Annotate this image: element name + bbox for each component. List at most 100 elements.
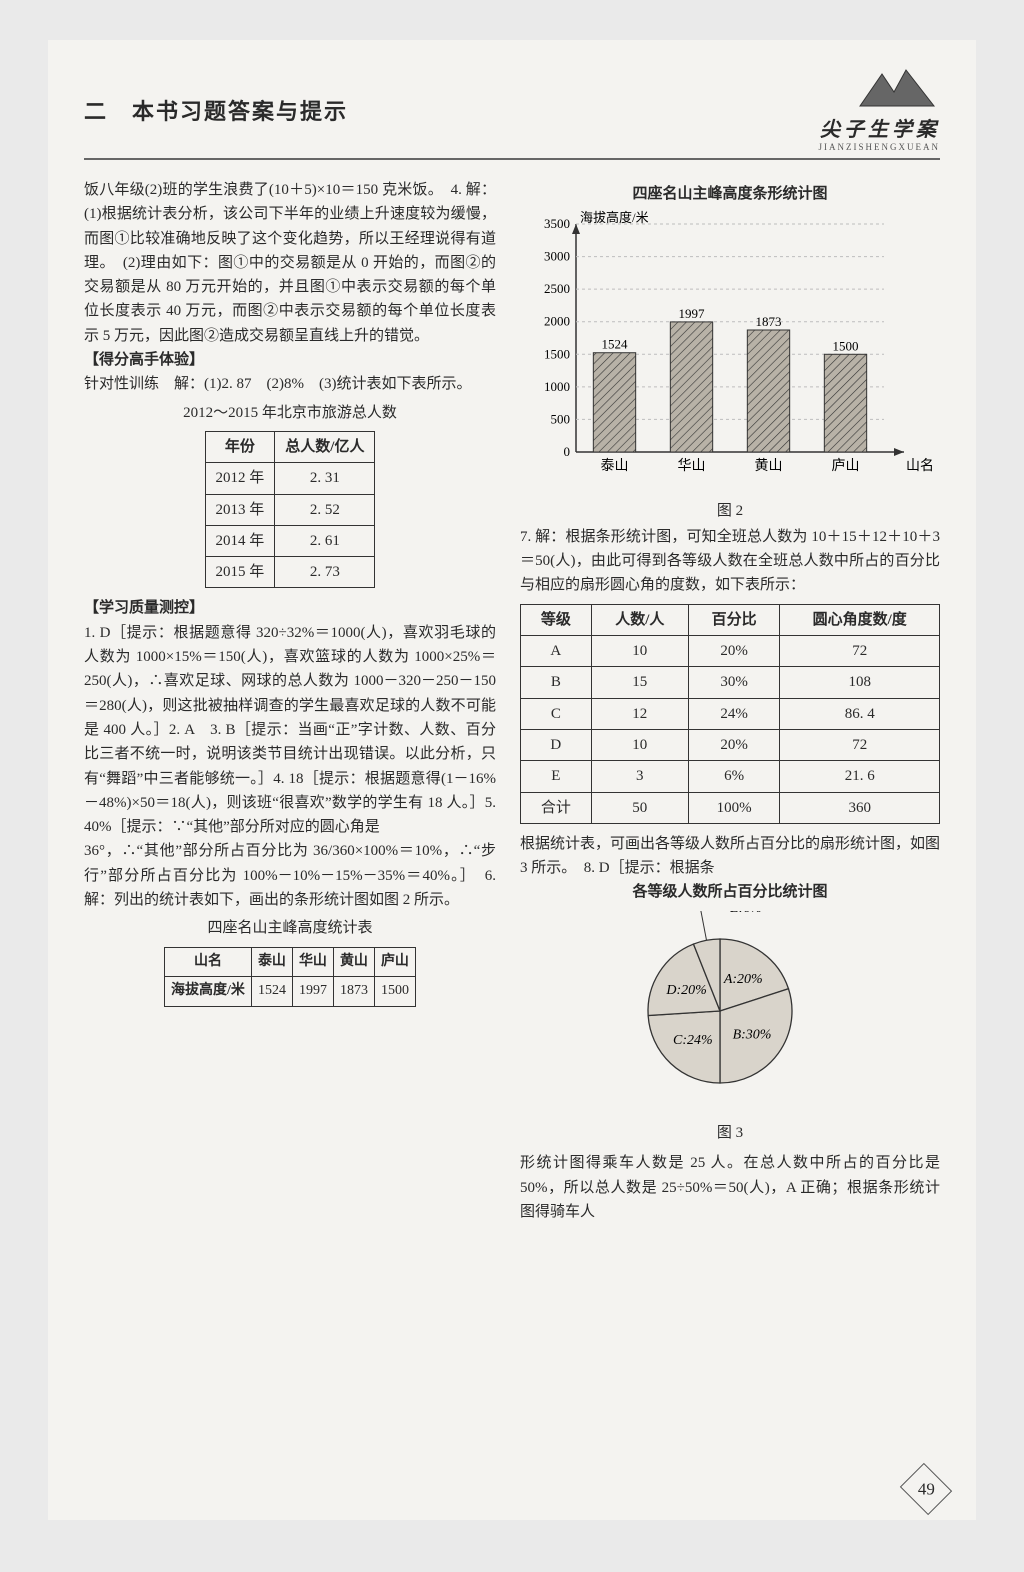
table-header: 山名 [165,947,252,977]
svg-text:1997: 1997 [679,306,706,321]
svg-text:庐山: 庐山 [832,458,860,474]
table-cell: 20% [688,729,779,760]
table-cell: 30% [688,667,779,698]
table-row: 山名 泰山 华山 黄山 庐山 [165,947,416,977]
mountain-icon [854,68,940,113]
table-row: 等级 人数/人 百分比 圆心角度数/度 [521,604,940,635]
table-cell: 2. 61 [275,525,375,556]
svg-text:D:20%: D:20% [665,983,706,998]
paragraph: 饭八年级(2)班的学生浪费了(10＋5)×10＝150 克米饭。 4. 解：(1… [84,178,496,348]
table-cell: 1997 [292,977,333,1007]
svg-text:黄山: 黄山 [755,457,783,474]
section-tag: 【得分高手体验】 [84,348,496,372]
paragraph: 根据统计表，可画出各等级人数所占百分比的扇形统计图，如图 3 所示。 8. D［… [520,832,940,881]
svg-text:2000: 2000 [544,314,570,329]
table-row: E36%21. 6 [521,761,940,792]
table-cell: 2013 年 [205,494,275,525]
left-column: 饭八年级(2)班的学生浪费了(10＋5)×10＝150 克米饭。 4. 解：(1… [84,178,496,1224]
logo-text: 尖子生学案 [819,113,941,142]
two-column-layout: 饭八年级(2)班的学生浪费了(10＋5)×10＝150 克米饭。 4. 解：(1… [84,178,940,1224]
page: 二 本书习题答案与提示 尖子生学案 JIANZISHENGXUEAN 饭八年级(… [48,40,976,1520]
table-header: 百分比 [688,604,779,635]
table-row: B1530%108 [521,667,940,698]
grade-distribution-table: 等级 人数/人 百分比 圆心角度数/度 A1020%72B1530%108C12… [520,604,940,824]
table-cell: 21. 6 [780,761,940,792]
svg-text:B:30%: B:30% [733,1027,772,1042]
table-cell: B [521,667,592,698]
svg-text:500: 500 [551,412,571,427]
table-cell: 1873 [333,977,374,1007]
svg-text:1000: 1000 [544,379,570,394]
table-cell: 3 [591,761,688,792]
page-header: 二 本书习题答案与提示 尖子生学案 JIANZISHENGXUEAN [84,68,940,160]
table-cell: 合计 [521,792,592,823]
svg-text:1500: 1500 [544,347,570,362]
table-cell: 24% [688,698,779,729]
table-cell: 2012 年 [205,463,275,494]
table-cell: 360 [780,792,940,823]
chart-title: 四座名山主峰高度条形统计图 [520,182,940,206]
table-cell: C [521,698,592,729]
svg-text:海拔高度/米: 海拔高度/米 [580,210,649,225]
paragraph: 7. 解：根据条形统计图，可知全班总人数为 10＋15＋12＋10＋3＝50(人… [520,525,940,598]
svg-text:2500: 2500 [544,281,570,296]
table-row: A1020%72 [521,636,940,667]
logo: 尖子生学案 JIANZISHENGXUEAN [819,68,941,152]
table-cell: 72 [780,636,940,667]
page-number-badge: 49 [900,1463,952,1515]
table-row: 2014 年2. 61 [205,525,375,556]
header-title: 二 本书习题答案与提示 [84,94,348,126]
table-cell: 1524 [251,977,292,1007]
table-cell: 108 [780,667,940,698]
table-row-label: 海拔高度/米 [165,977,252,1007]
table-row: C1224%86. 4 [521,698,940,729]
pie-chart: A:20%B:30%C:24%D:20%E:6% 图 3 [520,911,940,1146]
table-cell: 15 [591,667,688,698]
mountain-height-table: 山名 泰山 华山 黄山 庐山 海拔高度/米 1524 1997 1873 150… [164,947,416,1007]
table-header: 年份 [205,431,275,462]
figure-label: 图 3 [520,1121,940,1145]
svg-text:3000: 3000 [544,249,570,264]
table-cell: 1500 [374,977,415,1007]
paragraph: 1. D［提示：根据题意得 320÷32%＝1000(人)，喜欢羽毛球的人数为 … [84,621,496,840]
table-cell: 72 [780,729,940,760]
table-header: 人数/人 [591,604,688,635]
table-cell: 2. 52 [275,494,375,525]
table-cell: D [521,729,592,760]
table-cell: 100% [688,792,779,823]
table-caption: 四座名山主峰高度统计表 [84,916,496,940]
table-cell: 6% [688,761,779,792]
table-cell: E [521,761,592,792]
table-cell: 10 [591,729,688,760]
pie-chart-svg: A:20%B:30%C:24%D:20%E:6% [580,911,880,1111]
table-cell: 2. 73 [275,557,375,588]
table-header: 泰山 [251,947,292,977]
section-tag: 【学习质量测控】 [84,596,496,620]
paragraph: 针对性训练 解：(1)2. 87 (2)8% (3)统计表如下表所示。 [84,372,496,396]
table-header: 庐山 [374,947,415,977]
bar-chart: 四座名山主峰高度条形统计图 0 500 1000 1500 2000 2500 3000 35… [520,182,940,523]
figure-label: 图 2 [520,499,940,523]
pie-title: 各等级人数所占百分比统计图 [520,880,940,904]
table-header: 华山 [292,947,333,977]
table-header: 圆心角度数/度 [780,604,940,635]
tourism-table: 年份 总人数/亿人 2012 年2. 312013 年2. 522014 年2.… [205,431,376,588]
table-header: 黄山 [333,947,374,977]
table-header: 等级 [521,604,592,635]
table-row: 海拔高度/米 1524 1997 1873 1500 [165,977,416,1007]
page-number: 49 [918,1479,935,1499]
svg-text:1524: 1524 [602,337,629,352]
table-cell: A [521,636,592,667]
table-cell: 86. 4 [780,698,940,729]
logo-subtext: JIANZISHENGXUEAN [819,142,941,152]
svg-text:3500: 3500 [544,216,570,231]
table-row: 年份 总人数/亿人 [205,431,375,462]
table-cell: 50 [591,792,688,823]
table-cell: 20% [688,636,779,667]
svg-text:华山: 华山 [678,458,706,474]
svg-text:1873: 1873 [756,314,782,329]
svg-text:1500: 1500 [833,339,859,354]
svg-text:A:20%: A:20% [723,972,763,987]
svg-text:0: 0 [564,444,571,459]
table-header: 总人数/亿人 [275,431,375,462]
